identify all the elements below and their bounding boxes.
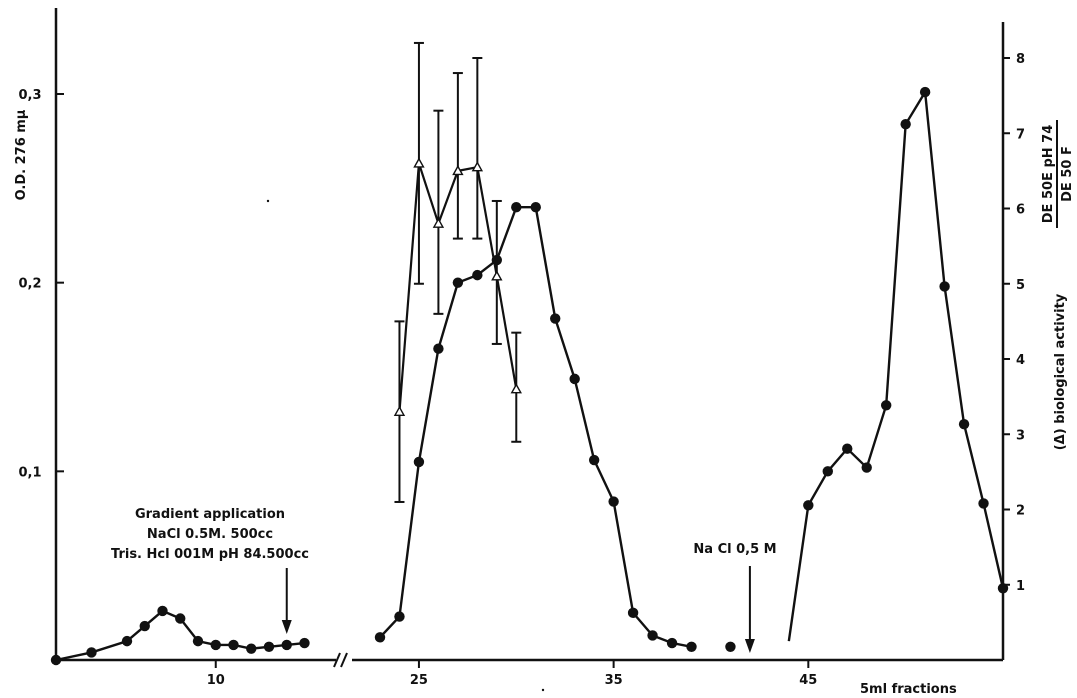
x-axis-label: 5ml fractions bbox=[860, 682, 957, 697]
od-data-point bbox=[157, 605, 168, 617]
x-tick-label: 35 bbox=[605, 673, 623, 688]
y-axis-right-fraction-denominator: DE 50 F bbox=[1060, 146, 1075, 202]
x-tick-label: 10 bbox=[207, 673, 225, 688]
activity-data-point bbox=[413, 157, 425, 168]
od-data-point bbox=[666, 637, 678, 649]
activity-data-point bbox=[393, 405, 406, 416]
od-data-point bbox=[413, 456, 425, 468]
y-axis-left-label: O.D. 276 mμ bbox=[14, 109, 29, 200]
od-data-point bbox=[263, 641, 275, 652]
axis-break-mark bbox=[340, 652, 348, 668]
od-data-point bbox=[627, 607, 639, 619]
activity-data-point bbox=[471, 161, 484, 172]
od-data-point bbox=[394, 611, 405, 622]
y-right-tick-label: 4 bbox=[1016, 353, 1025, 368]
activity-data-point bbox=[510, 383, 522, 394]
annotation-gradient-line: Gradient application bbox=[135, 507, 285, 522]
od-data-point bbox=[958, 418, 970, 430]
od-data-point bbox=[725, 641, 736, 652]
x-tick-label: 45 bbox=[799, 673, 817, 688]
od-data-point bbox=[880, 400, 892, 411]
gradient-arrow-head bbox=[281, 620, 292, 634]
activity-data-point bbox=[452, 164, 464, 176]
y-right-tick-label: 2 bbox=[1016, 504, 1025, 519]
od-data-point bbox=[433, 343, 444, 354]
activity-data-point bbox=[491, 270, 503, 281]
annotation-gradient-line: NaCl 0.5M. 500cc bbox=[147, 527, 273, 542]
annotation-nacl-line: Na Cl 0,5 M bbox=[693, 542, 776, 557]
y-right-tick-label: 3 bbox=[1016, 428, 1025, 443]
od-data-point bbox=[228, 639, 239, 651]
od-data-point bbox=[511, 202, 522, 213]
od-data-point bbox=[900, 118, 911, 130]
od-data-point bbox=[842, 443, 853, 454]
y-axis-right-fraction-numerator: DE 50E pH 74 bbox=[1041, 125, 1056, 224]
nacl-arrow-head bbox=[744, 639, 755, 653]
scan-speck bbox=[266, 199, 270, 203]
od-series-line bbox=[787, 88, 1005, 642]
od-data-point bbox=[299, 637, 310, 649]
od-data-point bbox=[569, 373, 580, 385]
od-data-point bbox=[374, 632, 386, 643]
od-data-point bbox=[822, 466, 833, 477]
od-data-point bbox=[246, 643, 257, 654]
y-left-tick-label: 0,2 bbox=[18, 277, 41, 292]
y-right-tick-label: 5 bbox=[1016, 278, 1025, 293]
x-tick-label: 25 bbox=[410, 673, 428, 688]
od-data-point bbox=[175, 613, 186, 624]
od-data-point bbox=[210, 639, 221, 651]
od-data-point bbox=[647, 630, 658, 641]
od-data-point bbox=[121, 635, 133, 647]
od-data-point bbox=[86, 647, 97, 658]
od-data-point bbox=[50, 654, 62, 666]
od-data-point bbox=[861, 462, 872, 473]
axis-break-mark bbox=[333, 652, 341, 668]
od-data-point bbox=[281, 639, 292, 651]
y-axis-right-label: (Δ) biological activity bbox=[1053, 293, 1068, 450]
y-left-tick-label: 0,1 bbox=[18, 465, 41, 480]
od-data-point bbox=[530, 202, 541, 213]
y-right-tick-label: 6 bbox=[1016, 203, 1025, 218]
od-data-point bbox=[803, 500, 814, 511]
y-right-tick-label: 8 bbox=[1016, 52, 1025, 67]
y-left-tick-label: 0,3 bbox=[18, 88, 41, 103]
od-data-point bbox=[686, 641, 697, 652]
y-axis-right-label-group: (Δ) biological activity DE 50E pH 74 DE 50… bbox=[1041, 120, 1075, 450]
activity-data-point bbox=[432, 217, 445, 228]
y-right-tick-label: 1 bbox=[1016, 579, 1025, 594]
od-data-point bbox=[192, 635, 204, 647]
annotation-gradient-line: Tris. Hcl 001M pH 84.500cc bbox=[111, 547, 309, 562]
od-data-point bbox=[608, 496, 619, 507]
od-data-point bbox=[472, 269, 483, 281]
scan-speck bbox=[541, 688, 545, 692]
od-data-point bbox=[452, 277, 464, 288]
od-series-line bbox=[379, 205, 692, 648]
od-data-point bbox=[588, 454, 600, 466]
od-data-point bbox=[139, 620, 150, 632]
od-data-point bbox=[997, 583, 1009, 594]
od-data-point bbox=[550, 313, 561, 324]
od-data-point bbox=[919, 86, 931, 98]
od-data-point bbox=[978, 498, 989, 509]
od-data-point bbox=[939, 281, 950, 292]
y-right-tick-label: 7 bbox=[1016, 127, 1025, 142]
